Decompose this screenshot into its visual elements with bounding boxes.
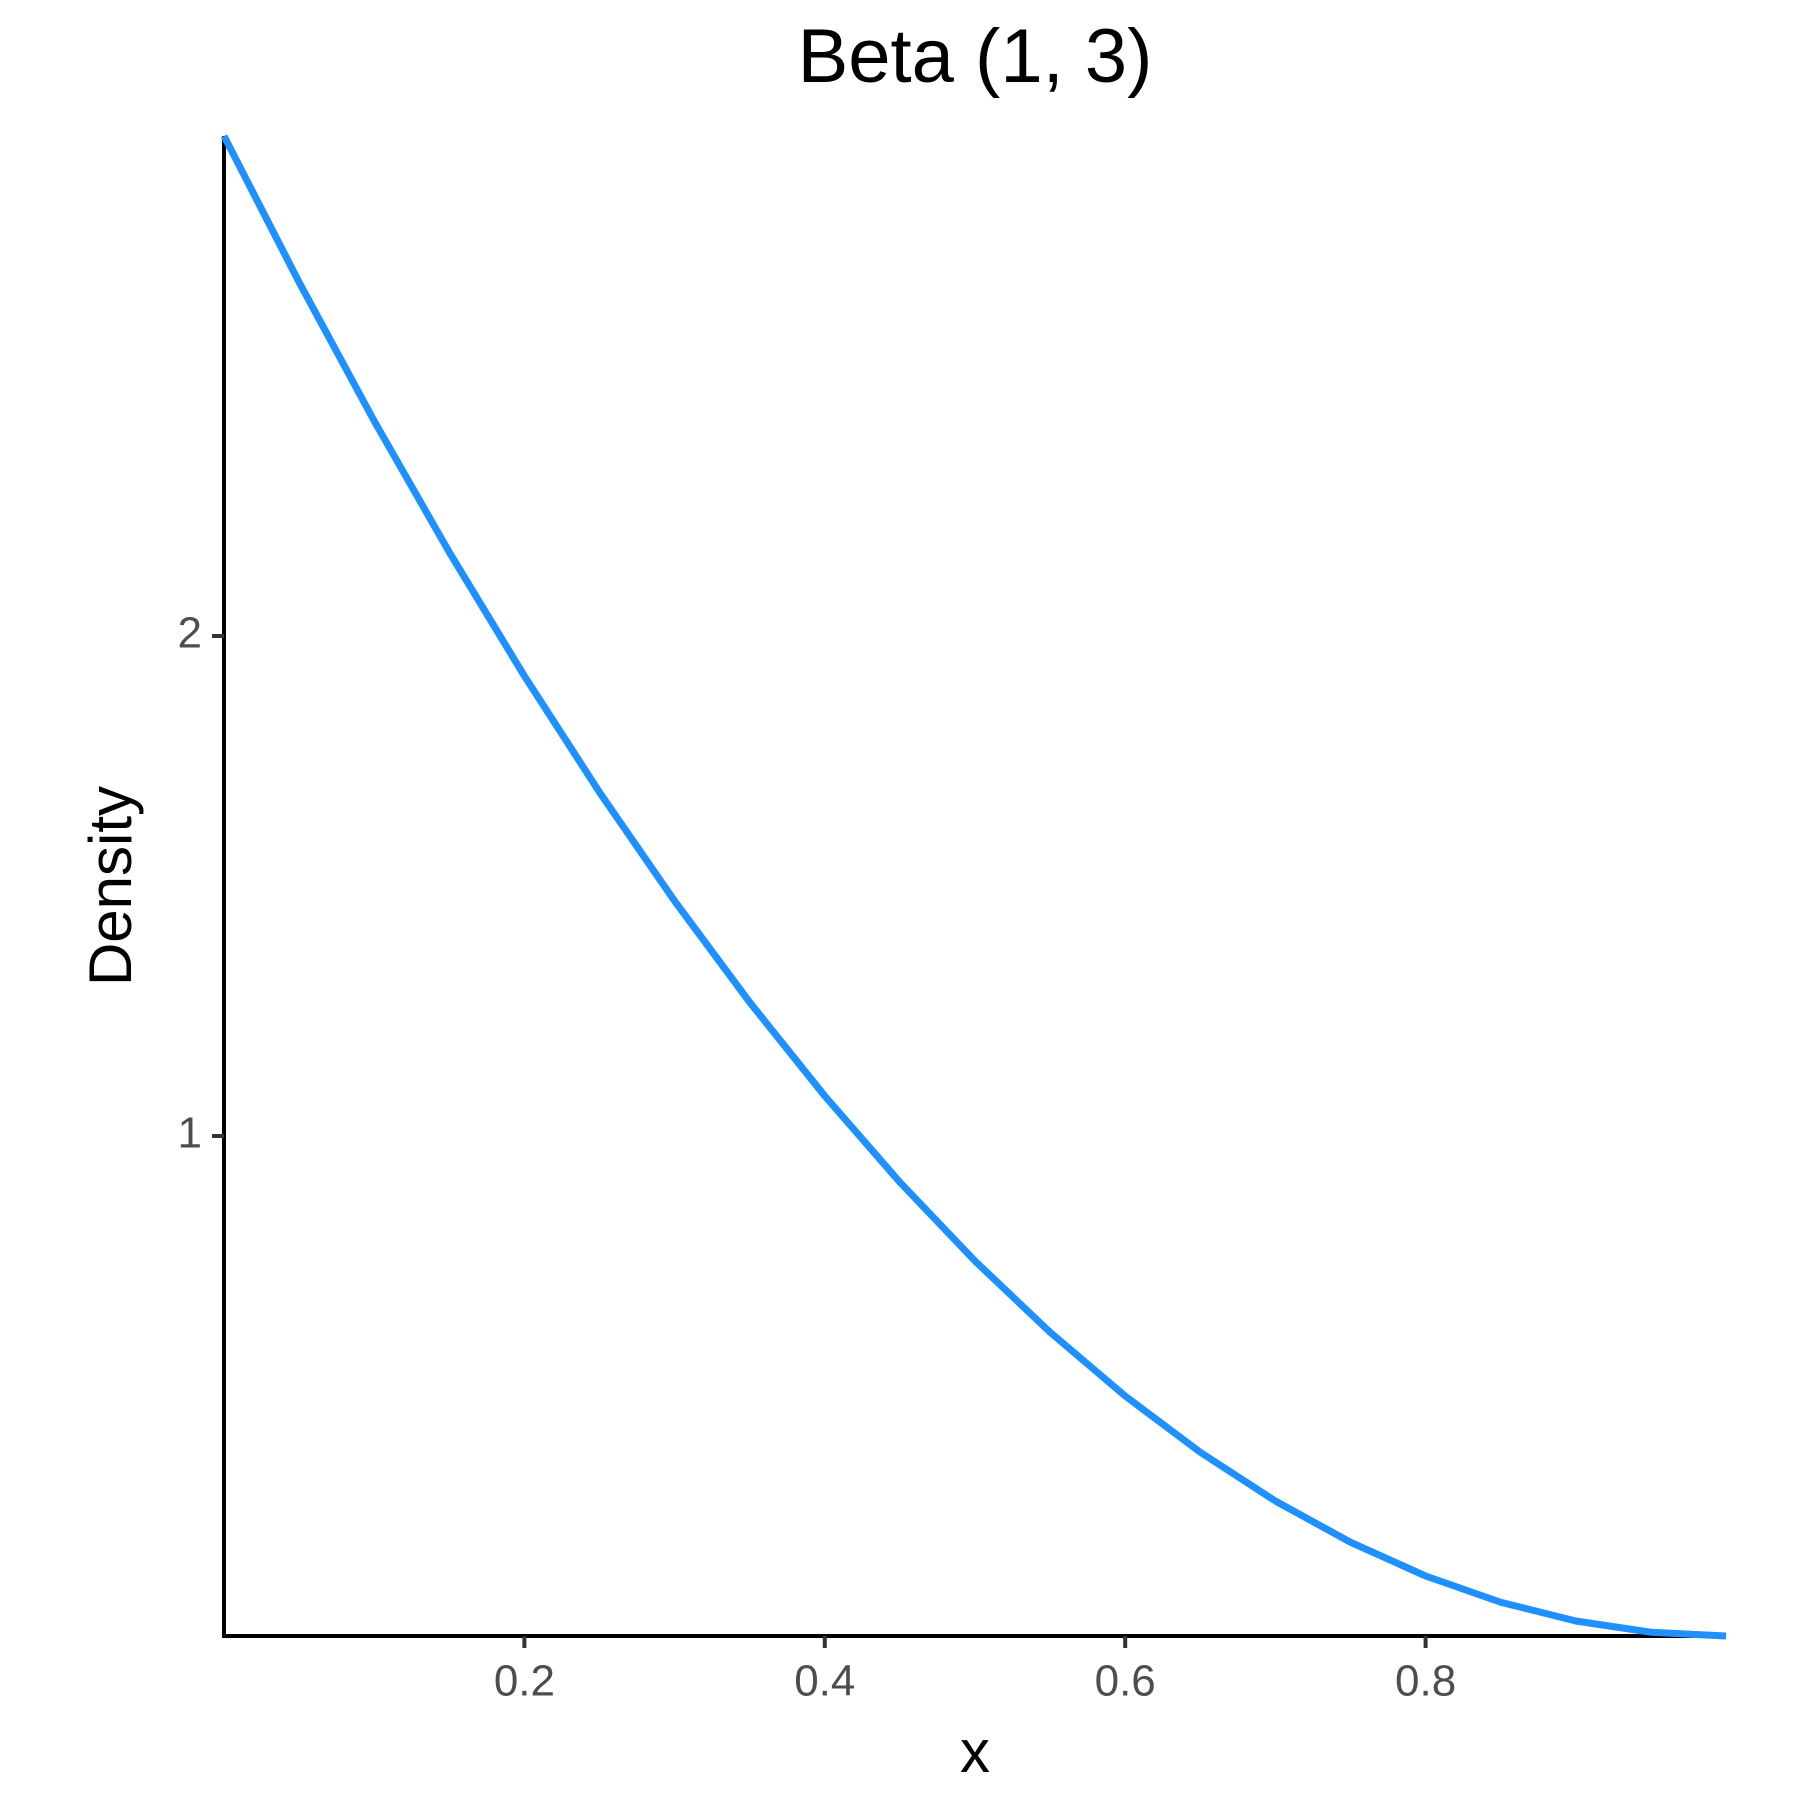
line [220, 134, 1727, 1640]
x-tick-label: 0.4 [794, 1657, 855, 1706]
x-axis-label: x [960, 1718, 990, 1785]
x-tick-label: 0.2 [494, 1657, 555, 1706]
y-axis-label: Density [77, 786, 144, 986]
y-tick-label: 2 [178, 609, 202, 658]
chart-title: Beta (1, 3) [798, 14, 1153, 99]
x-tick-label: 0.8 [1395, 1657, 1456, 1706]
y-tick-label: 1 [178, 1109, 202, 1158]
x-tick-label: 0.6 [1095, 1657, 1156, 1706]
